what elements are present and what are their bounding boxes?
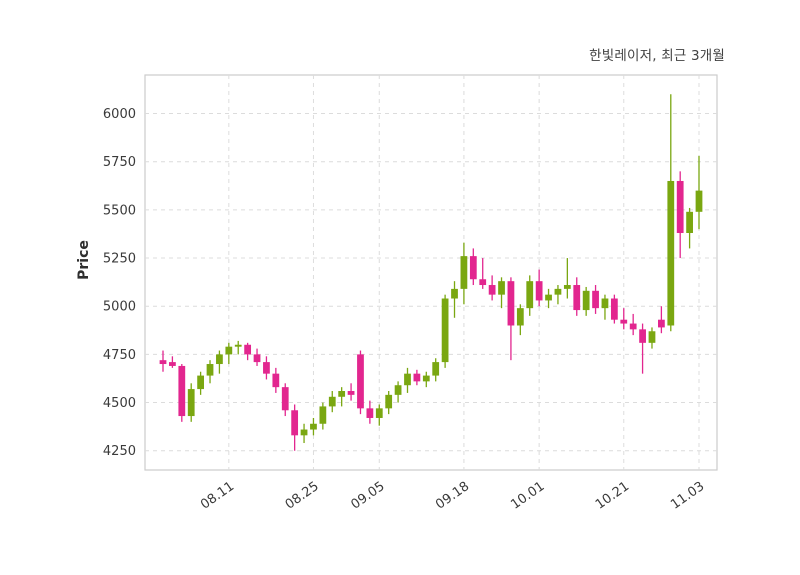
candle-body-down — [253, 354, 261, 363]
x-tick-label: 09.05 — [348, 479, 387, 513]
candle-body-up — [441, 298, 449, 363]
x-tick-label: 09.18 — [433, 479, 472, 513]
candle-body-down — [479, 279, 487, 286]
candle-body-up — [498, 281, 505, 295]
candle-body-up — [197, 375, 204, 390]
candle-body-down — [610, 298, 618, 320]
candle-body-up — [667, 180, 675, 326]
candle-body-down — [658, 319, 665, 328]
candle-body-up — [582, 290, 590, 311]
candle-body-up — [554, 288, 562, 295]
candle-body-down — [366, 408, 374, 418]
candle-body-up — [225, 346, 233, 355]
candle-body-down — [347, 391, 355, 395]
candle-body-up — [648, 331, 656, 343]
candle-body-down — [620, 319, 628, 324]
candle-body-down — [263, 362, 270, 374]
candle-body-up — [328, 396, 336, 407]
candle-body-up — [695, 190, 703, 212]
candle-body-up — [234, 344, 242, 347]
candle-body-up — [432, 362, 440, 376]
y-axis-title: Price — [76, 240, 92, 280]
candle-body-up — [545, 294, 552, 301]
candle-body-down — [413, 373, 421, 382]
candle-body-down — [159, 360, 167, 365]
candle-body-up — [686, 211, 693, 233]
candle-body-up — [319, 406, 327, 424]
candle-body-down — [244, 344, 252, 355]
candle-body-up — [187, 389, 195, 417]
candle-body-up — [422, 375, 430, 382]
candle-body-up — [300, 429, 308, 436]
candle-body-down — [291, 410, 299, 436]
candle-body-up — [375, 408, 383, 418]
y-tick-label: 4750 — [103, 348, 136, 363]
candle-body-up — [601, 298, 609, 309]
y-tick-label: 5500 — [103, 203, 136, 218]
x-tick-label: 08.11 — [198, 479, 237, 513]
x-tick-label: 10.01 — [508, 479, 547, 513]
candle-body-up — [206, 364, 214, 376]
candle-body-down — [639, 329, 646, 343]
candle-body-down — [357, 354, 364, 409]
candle-body-down — [629, 323, 637, 330]
panel-background — [144, 74, 718, 471]
candle-body-down — [535, 281, 543, 301]
candle-body-up — [385, 394, 393, 409]
candle-body-down — [169, 362, 176, 366]
candle-body-up — [563, 285, 571, 289]
y-tick-label: 5750 — [103, 155, 136, 170]
candle-body-down — [272, 373, 280, 388]
candle-body-up — [516, 308, 524, 326]
candle-body-up — [404, 373, 411, 386]
candle-body-up — [460, 256, 468, 289]
candle-body-up — [526, 281, 534, 309]
y-tick-label: 4250 — [103, 444, 136, 459]
candle-body-down — [281, 387, 289, 411]
y-tick-label: 6000 — [103, 107, 136, 122]
x-tick-label: 11.03 — [668, 479, 707, 513]
candle-body-down — [488, 285, 496, 295]
candle-body-down — [507, 281, 515, 326]
candle-body-up — [451, 288, 458, 299]
x-tick-label: 08.25 — [283, 479, 322, 513]
x-tick-label: 10.21 — [593, 479, 632, 513]
candle-body-up — [216, 354, 223, 365]
candle-body-down — [573, 285, 581, 311]
candle-body-up — [338, 391, 346, 397]
y-tick-label: 5250 — [103, 252, 136, 267]
y-tick-label: 5000 — [103, 300, 136, 315]
candle-body-up — [310, 423, 317, 430]
candle-body-down — [676, 180, 684, 233]
candle-body-down — [469, 256, 477, 280]
candle-body-down — [592, 290, 599, 309]
y-tick-label: 4500 — [103, 396, 136, 411]
chart-title: 한빛레이저, 최근 3개월 — [589, 48, 725, 64]
candle-body-up — [394, 385, 402, 395]
candle-body-down — [178, 365, 186, 417]
